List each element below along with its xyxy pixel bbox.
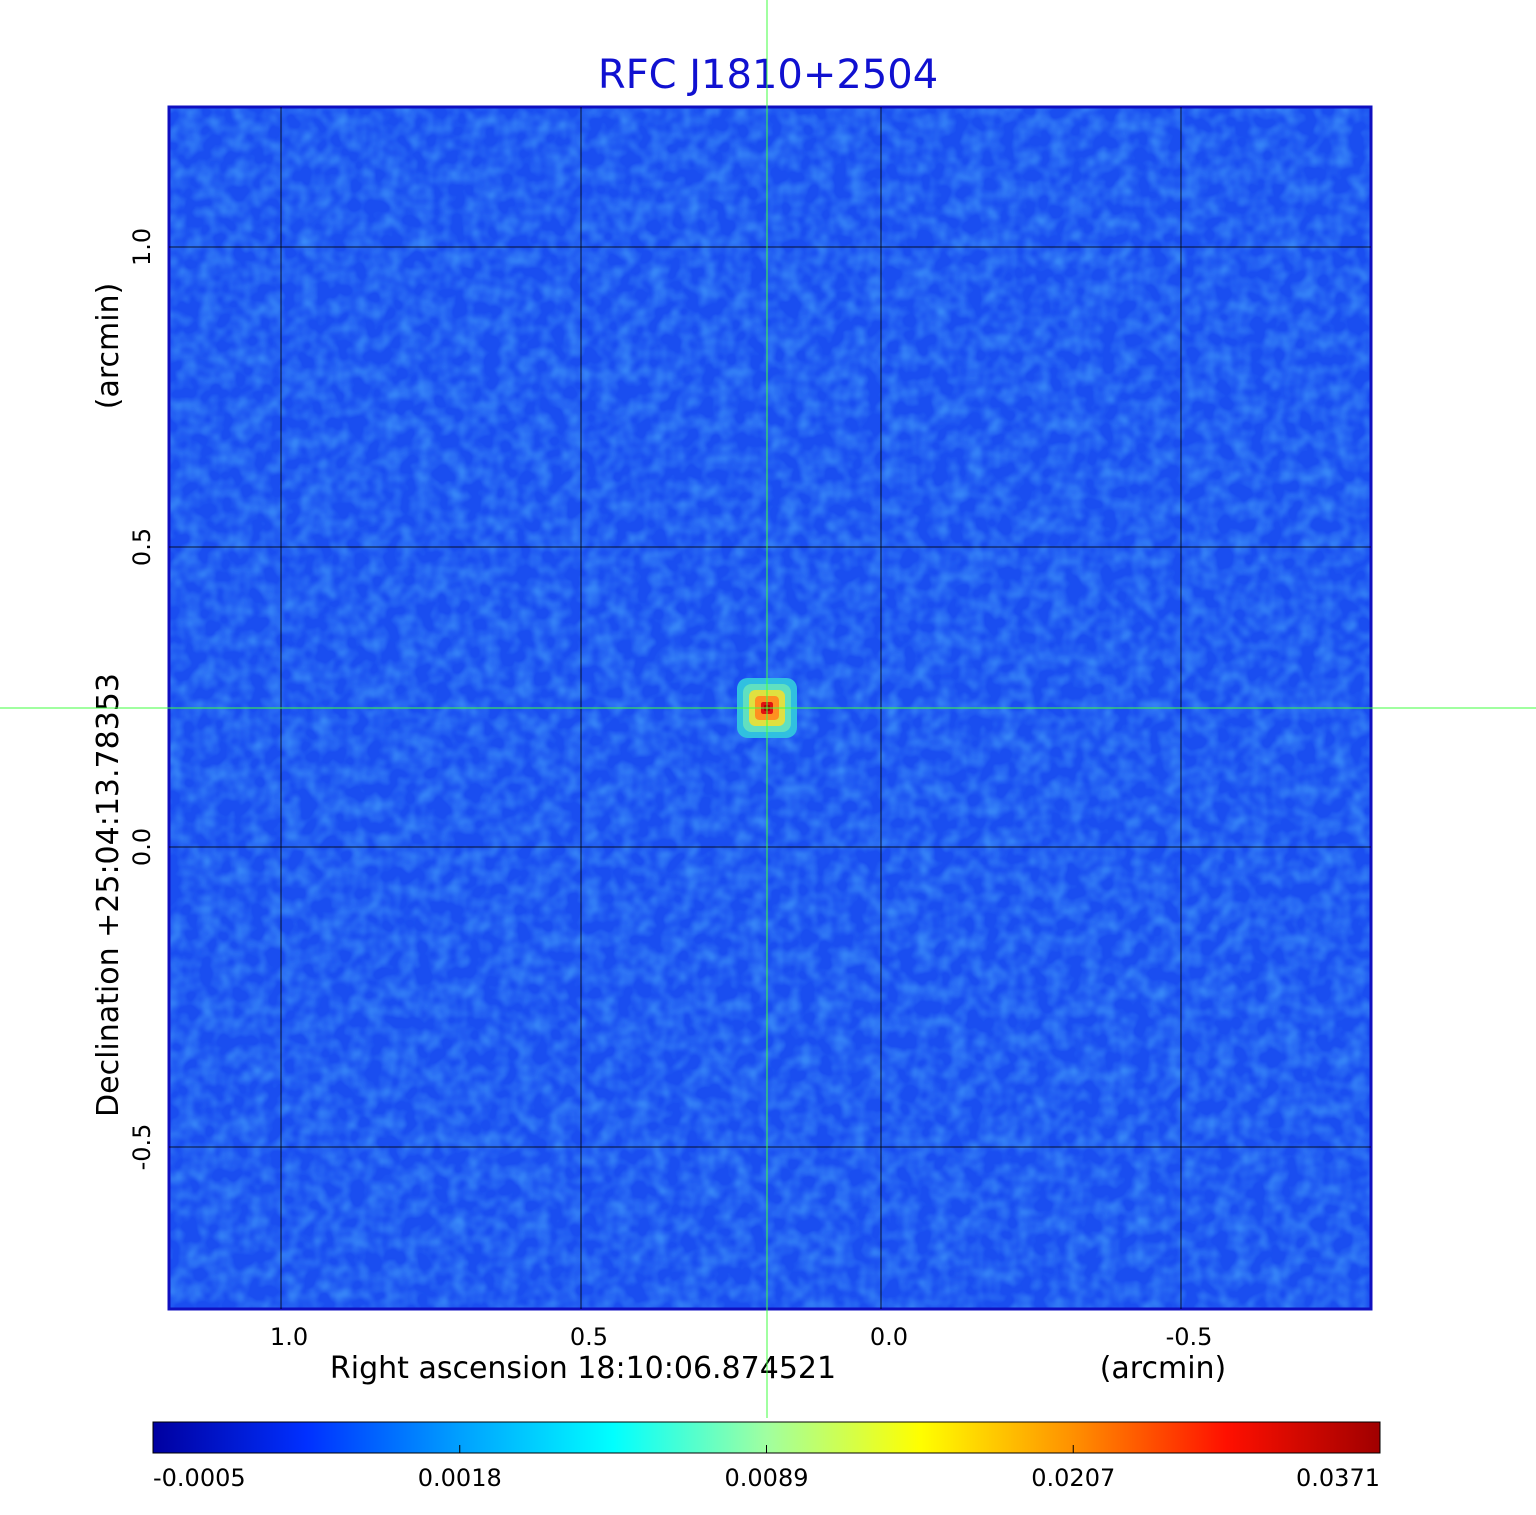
y-tick-label: 0.0 [128,828,156,866]
colorbar-tick-label: 0.0207 [1031,1464,1115,1492]
x-tick-label: -0.5 [1166,1323,1213,1351]
x-tick-label: 0.0 [870,1323,908,1351]
x-axis-unit: (arcmin) [1100,1351,1227,1386]
chart-title: RFC J1810+2504 [598,52,938,98]
colorbar-tick-label: 0.0018 [418,1464,502,1492]
x-tick-label: 0.5 [570,1323,608,1351]
y-tick-label: 0.5 [128,528,156,566]
colorbar-tick-label: 0.0371 [1296,1464,1380,1492]
y-axis-unit: (arcmin) [91,283,126,410]
colorbar-tick-label: 0.0089 [725,1464,809,1492]
colorbar-tick-label: -0.0005 [153,1464,246,1492]
x-tick-label: 1.0 [270,1323,308,1351]
y-tick-label: 1.0 [128,228,156,266]
y-axis-label: Declination +25:04:13.78353 [91,673,126,1117]
y-tick-label: -0.5 [128,1124,156,1171]
x-axis-label: Right ascension 18:10:06.874521 [330,1351,836,1386]
